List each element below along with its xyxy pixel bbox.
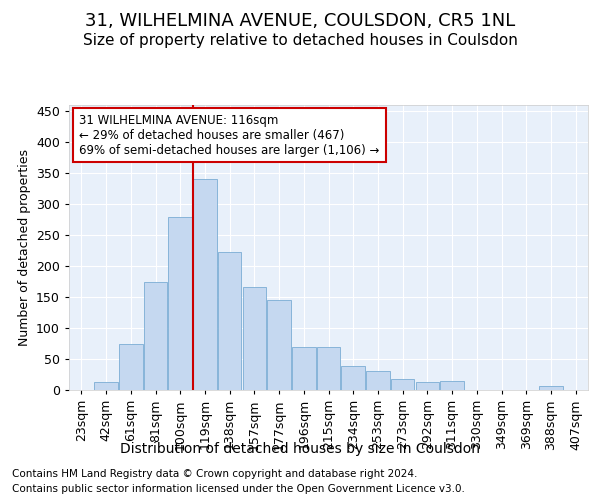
- Bar: [144, 282, 167, 390]
- Bar: [366, 372, 389, 390]
- Bar: [193, 180, 217, 390]
- Bar: [341, 366, 365, 390]
- Bar: [242, 286, 266, 390]
- Bar: [416, 382, 439, 390]
- Bar: [218, 252, 241, 390]
- Bar: [317, 346, 340, 390]
- Text: Contains public sector information licensed under the Open Government Licence v3: Contains public sector information licen…: [12, 484, 465, 494]
- Bar: [440, 380, 464, 390]
- Text: Contains HM Land Registry data © Crown copyright and database right 2024.: Contains HM Land Registry data © Crown c…: [12, 469, 418, 479]
- Bar: [169, 216, 192, 390]
- Text: 31 WILHELMINA AVENUE: 116sqm
← 29% of detached houses are smaller (467)
69% of s: 31 WILHELMINA AVENUE: 116sqm ← 29% of de…: [79, 114, 380, 156]
- Text: 31, WILHELMINA AVENUE, COULSDON, CR5 1NL: 31, WILHELMINA AVENUE, COULSDON, CR5 1NL: [85, 12, 515, 30]
- Bar: [94, 382, 118, 390]
- Bar: [268, 300, 291, 390]
- Bar: [391, 379, 415, 390]
- Bar: [539, 386, 563, 390]
- Y-axis label: Number of detached properties: Number of detached properties: [17, 149, 31, 346]
- Bar: [119, 344, 143, 390]
- Text: Distribution of detached houses by size in Coulsdon: Distribution of detached houses by size …: [120, 442, 480, 456]
- Bar: [292, 346, 316, 390]
- Text: Size of property relative to detached houses in Coulsdon: Size of property relative to detached ho…: [83, 32, 517, 48]
